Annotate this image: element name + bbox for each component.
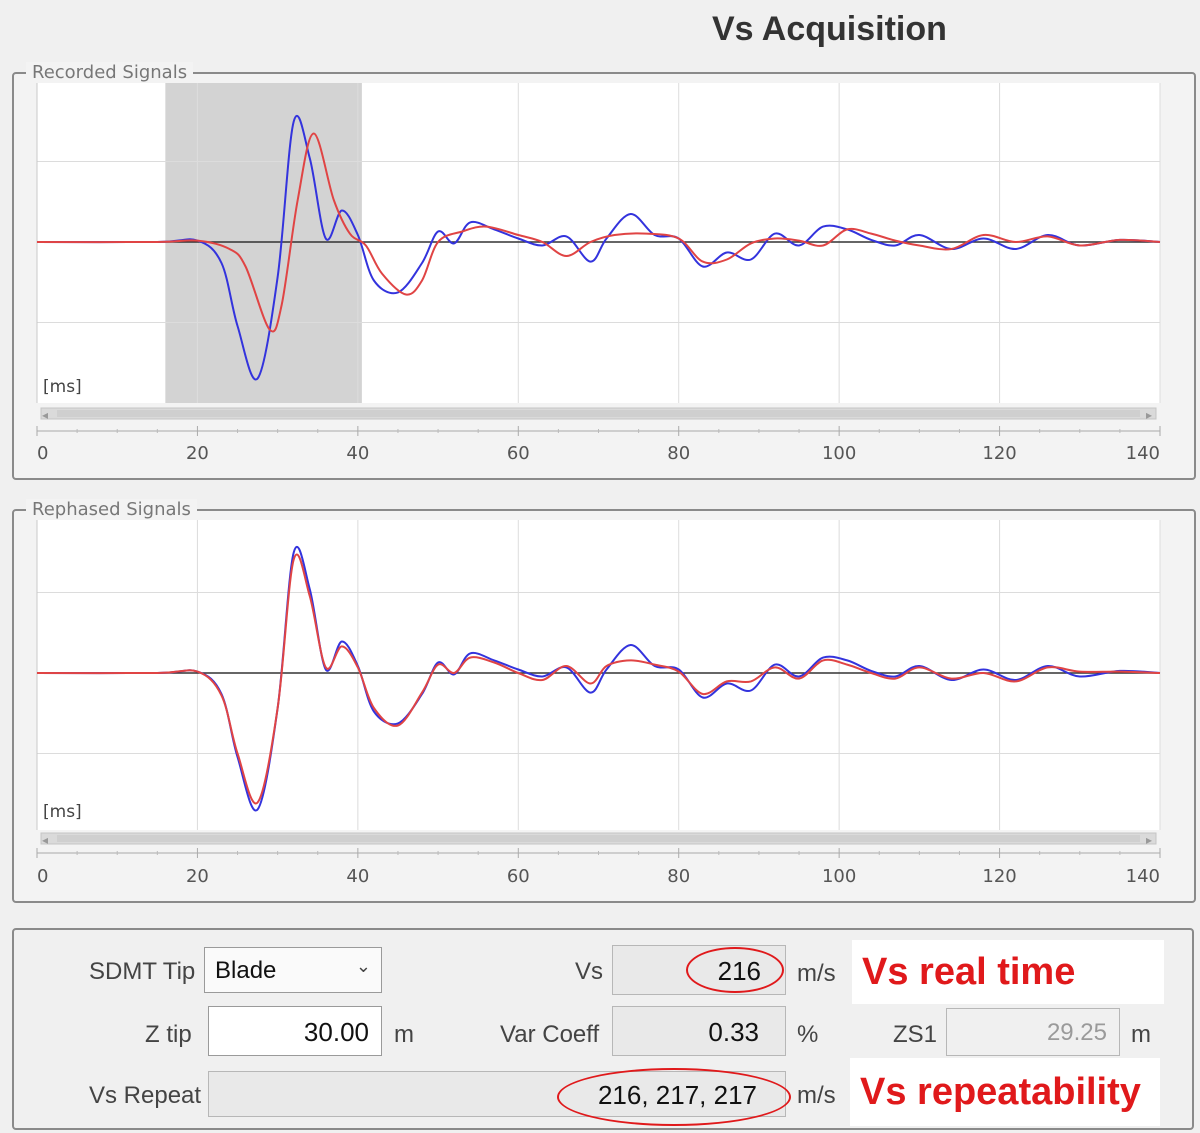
title-bar: Vs Acquisition <box>0 0 1200 62</box>
signal-line-red <box>36 553 1161 805</box>
x-tick-label: 80 <box>667 866 690 887</box>
x-tick-label: 80 <box>667 443 690 464</box>
x-tick-label: 120 <box>982 866 1016 887</box>
var-coeff-value: 0.33 <box>708 1017 759 1047</box>
scrollbar-thumb[interactable] <box>57 835 1140 842</box>
vs-repeat-label: Vs Repeat <box>89 1082 202 1109</box>
x-tick-label: 20 <box>186 443 209 464</box>
x-tick-label: 100 <box>822 443 856 464</box>
rephased-signals-chart: [ms] ◂ ▸ 0 20 40 60 80 100 120 140 <box>36 520 1161 887</box>
scroll-left-icon[interactable]: ◂ <box>42 833 48 847</box>
vs-highlight-oval <box>686 947 784 993</box>
zs1-label: ZS1 <box>893 1021 938 1048</box>
signal-line-red <box>36 132 1161 333</box>
z-tip-unit: m <box>394 1021 414 1048</box>
var-coeff-label: Var Coeff <box>500 1021 600 1048</box>
x-tick-label: 40 <box>346 866 369 887</box>
vs-repeatability-annotation: Vs repeatability <box>850 1058 1160 1126</box>
zs1-field: 29.25 <box>946 1008 1120 1056</box>
chevron-down-icon: ⌄ <box>355 956 371 976</box>
unit-label: [ms] <box>43 802 82 822</box>
var-coeff-field: 0.33 <box>612 1006 786 1056</box>
x-tick-label: 140 <box>1126 866 1160 887</box>
vs-real-time-annotation: Vs real time <box>852 940 1164 1004</box>
scrollbar-thumb[interactable] <box>57 410 1140 417</box>
z-tip-input[interactable]: 30.00 <box>208 1006 382 1056</box>
recorded-signals-legend: Recorded Signals <box>26 62 194 83</box>
scroll-right-icon[interactable]: ▸ <box>1146 833 1152 847</box>
recorded-signals-chart: [ms] ◂ ▸ 0 20 40 60 80 100 120 140 <box>36 83 1161 464</box>
x-tick-label: 20 <box>186 866 209 887</box>
x-tick-label: 120 <box>982 443 1016 464</box>
zs1-value: 29.25 <box>1046 1019 1107 1046</box>
rephased-signals-legend: Rephased Signals <box>26 499 197 520</box>
signal-line-blue <box>36 114 1161 381</box>
vs-repeat-highlight-oval <box>557 1068 791 1126</box>
var-coeff-unit: % <box>797 1021 819 1048</box>
x-tick-label: 140 <box>1126 443 1160 464</box>
vs-repeat-unit: m/s <box>797 1082 836 1109</box>
scroll-right-icon[interactable]: ▸ <box>1146 408 1152 422</box>
sdmt-tip-value: Blade <box>215 957 277 984</box>
vs-unit: m/s <box>797 960 836 987</box>
x-tick-label: 0 <box>37 443 48 464</box>
vs-label: Vs <box>575 958 604 985</box>
unit-label: [ms] <box>43 377 82 397</box>
highlight-window[interactable] <box>165 83 362 403</box>
sdmt-tip-select[interactable]: Blade ⌄ <box>204 947 382 993</box>
x-tick-label: 60 <box>507 443 530 464</box>
z-tip-value: 30.00 <box>303 1017 369 1047</box>
scroll-left-icon[interactable]: ◂ <box>42 408 48 422</box>
x-tick-label: 60 <box>507 866 530 887</box>
x-tick-label: 100 <box>822 866 856 887</box>
z-tip-label: Z tip <box>145 1021 192 1048</box>
x-tick-label: 0 <box>37 866 48 887</box>
zs1-unit: m <box>1131 1021 1151 1048</box>
sdmt-tip-label: SDMT Tip <box>89 958 196 985</box>
x-tick-label: 40 <box>346 443 369 464</box>
page-title: Vs Acquisition <box>712 10 947 48</box>
